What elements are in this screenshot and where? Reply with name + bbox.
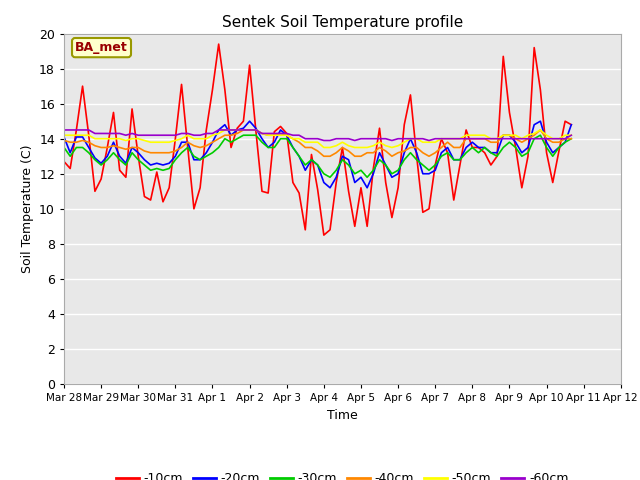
X-axis label: Time: Time <box>327 408 358 421</box>
-50cm <box>320 144 328 150</box>
-20cm <box>165 160 173 166</box>
-20cm <box>91 155 99 161</box>
Line: -50cm: -50cm <box>64 130 572 147</box>
-10cm <box>165 185 173 191</box>
-50cm <box>221 127 228 133</box>
-60cm <box>431 136 439 142</box>
-60cm <box>60 127 68 133</box>
-10cm <box>438 136 445 142</box>
-10cm <box>60 158 68 164</box>
-30cm <box>239 132 247 138</box>
-10cm <box>215 41 223 47</box>
-60cm <box>462 136 470 142</box>
Line: -10cm: -10cm <box>64 44 572 235</box>
-40cm <box>376 144 383 150</box>
-50cm <box>376 139 383 145</box>
-60cm <box>568 132 575 138</box>
-30cm <box>165 166 173 171</box>
Y-axis label: Soil Temperature (C): Soil Temperature (C) <box>20 144 33 273</box>
Text: BA_met: BA_met <box>75 41 128 54</box>
-50cm <box>134 136 142 142</box>
-20cm <box>438 150 445 156</box>
-20cm <box>134 150 142 156</box>
-10cm <box>134 154 142 159</box>
Line: -30cm: -30cm <box>64 135 572 177</box>
-40cm <box>165 150 173 156</box>
Line: -60cm: -60cm <box>64 130 572 141</box>
-60cm <box>134 132 142 138</box>
-40cm <box>239 127 247 133</box>
Legend: -10cm, -20cm, -30cm, -40cm, -50cm, -60cm: -10cm, -20cm, -30cm, -40cm, -50cm, -60cm <box>111 468 573 480</box>
-10cm <box>91 188 99 194</box>
-20cm <box>60 134 68 140</box>
-20cm <box>376 150 383 156</box>
-30cm <box>568 136 575 142</box>
-40cm <box>60 138 68 144</box>
-50cm <box>438 136 445 142</box>
-50cm <box>60 132 68 138</box>
-40cm <box>320 154 328 159</box>
-40cm <box>91 143 99 149</box>
Line: -20cm: -20cm <box>64 121 572 188</box>
-20cm <box>246 118 253 124</box>
-60cm <box>320 138 328 144</box>
-30cm <box>91 157 99 163</box>
-30cm <box>134 157 142 163</box>
-10cm <box>568 122 575 128</box>
-20cm <box>326 185 334 191</box>
-20cm <box>468 139 476 145</box>
-20cm <box>568 122 575 128</box>
-50cm <box>165 139 173 145</box>
-10cm <box>376 125 383 131</box>
-60cm <box>369 136 377 142</box>
-30cm <box>438 154 445 159</box>
-50cm <box>468 132 476 138</box>
-40cm <box>134 144 142 150</box>
-40cm <box>568 136 575 142</box>
-50cm <box>91 136 99 142</box>
-40cm <box>468 136 476 142</box>
Line: -40cm: -40cm <box>64 130 572 156</box>
-30cm <box>60 144 68 150</box>
Title: Sentek Soil Temperature profile: Sentek Soil Temperature profile <box>222 15 463 30</box>
-60cm <box>91 131 99 136</box>
-50cm <box>568 132 575 138</box>
-60cm <box>165 132 173 138</box>
-30cm <box>468 144 476 150</box>
-10cm <box>468 144 476 150</box>
-30cm <box>326 174 334 180</box>
-30cm <box>376 157 383 163</box>
-40cm <box>438 144 445 150</box>
-10cm <box>320 232 328 238</box>
